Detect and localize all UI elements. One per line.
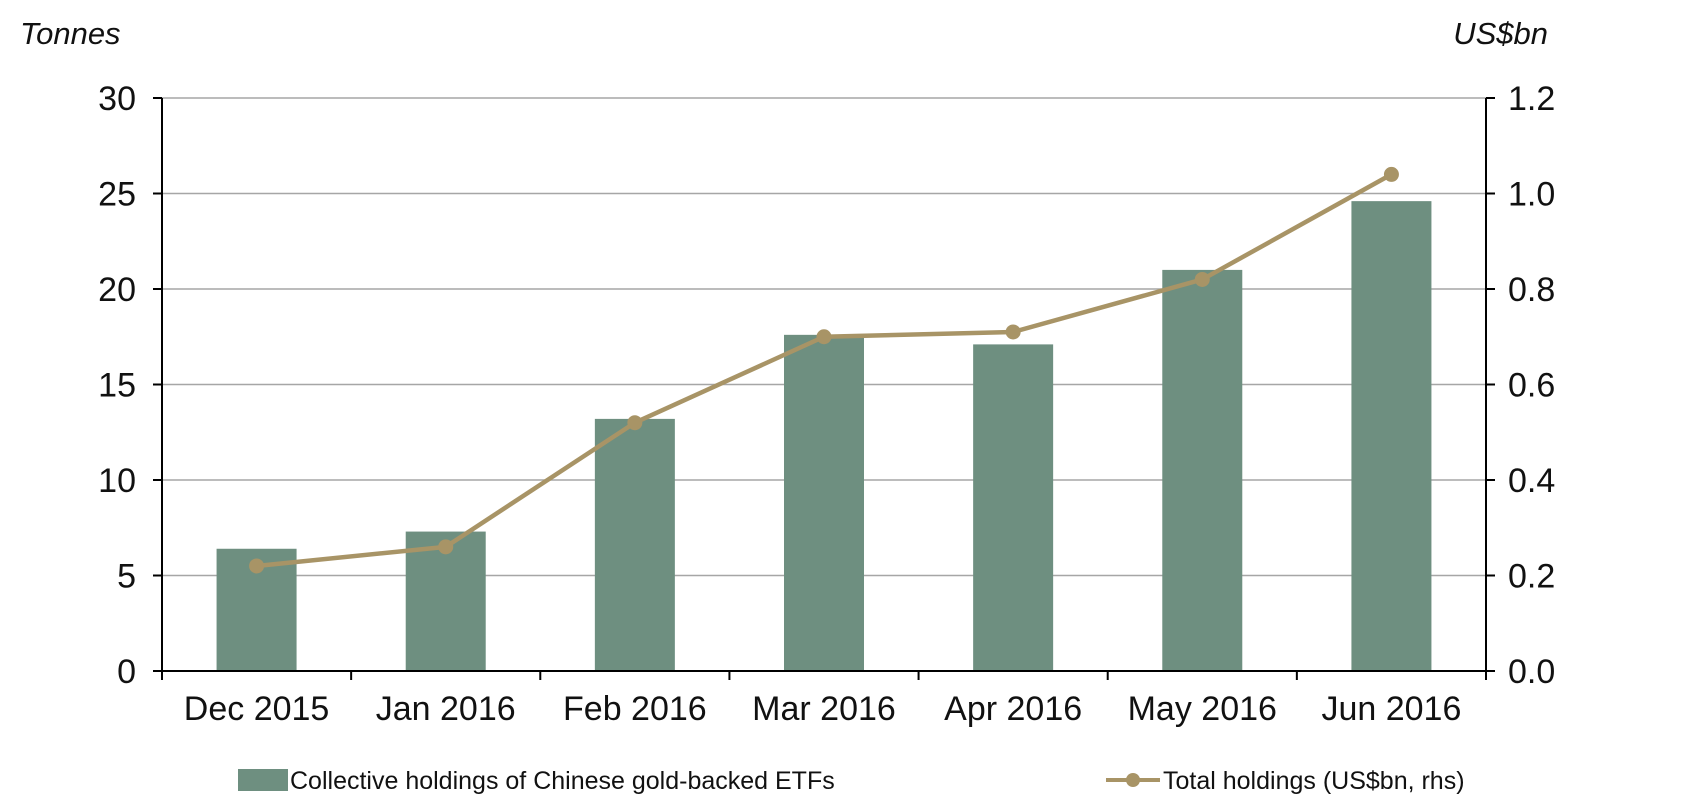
right-axis-tick-label: 0.0: [1508, 653, 1555, 691]
left-axis-tick-label: 30: [98, 80, 136, 118]
line-point: [1383, 166, 1399, 182]
left-axis-tick-label: 10: [98, 462, 136, 500]
bar-series: [216, 201, 1432, 671]
axes: [153, 97, 1495, 680]
right-axis-tick-label: 0.2: [1508, 558, 1555, 596]
x-axis-category-label: Mar 2016: [752, 690, 896, 728]
right-axis-tick-label: 0.8: [1508, 271, 1555, 309]
line-point: [816, 329, 832, 345]
left-axis-tick-label: 0: [117, 653, 136, 691]
right-axis-tick-label: 1.0: [1508, 176, 1555, 214]
line-point: [1005, 324, 1021, 340]
left-axis-tick-label: 25: [98, 176, 136, 214]
line-point: [438, 539, 454, 555]
left-axis-tick-label: 5: [117, 558, 136, 596]
bar: [1351, 201, 1432, 671]
x-axis-category-label: Apr 2016: [944, 690, 1082, 728]
bar: [1162, 269, 1243, 671]
line-series: [249, 166, 1399, 574]
line-point: [249, 558, 265, 574]
right-axis-unit-label: US$bn: [1453, 16, 1548, 51]
left-axis-tick-label: 20: [98, 271, 136, 309]
legend-line-label: Total holdings (US$bn, rhs): [1163, 767, 1465, 795]
line-point: [627, 415, 643, 431]
legend-line-marker: [1126, 773, 1140, 787]
x-axis-category-label: Feb 2016: [563, 690, 707, 728]
left-axis-unit-label: Tonnes: [20, 16, 121, 51]
bar: [594, 418, 675, 671]
right-axis-tick-label: 0.4: [1508, 462, 1555, 500]
right-axis-tick-label: 1.2: [1508, 80, 1555, 118]
bar: [973, 344, 1054, 671]
bar: [784, 334, 864, 671]
tick-labels: 0 5 10 15 20 25 30 0.0 0.2 0.4 0.6 0.8 1.0 1.2 Dec 201…: [98, 80, 1555, 728]
left-axis-tick-label: 15: [98, 367, 136, 405]
legend: Collective holdings of Chinese gold-back…: [238, 767, 1465, 795]
x-axis-category-label: Jan 2016: [376, 690, 516, 728]
bar: [405, 531, 486, 671]
x-axis-category-label: Dec 2015: [184, 690, 330, 728]
x-axis-category-label: Jun 2016: [1321, 690, 1461, 728]
line-point: [1194, 271, 1210, 287]
legend-bar-swatch: [238, 769, 288, 791]
right-axis-tick-label: 0.6: [1508, 367, 1555, 405]
legend-bar-label: Collective holdings of Chinese gold-back…: [290, 767, 835, 795]
x-axis-category-label: May 2016: [1128, 690, 1277, 728]
